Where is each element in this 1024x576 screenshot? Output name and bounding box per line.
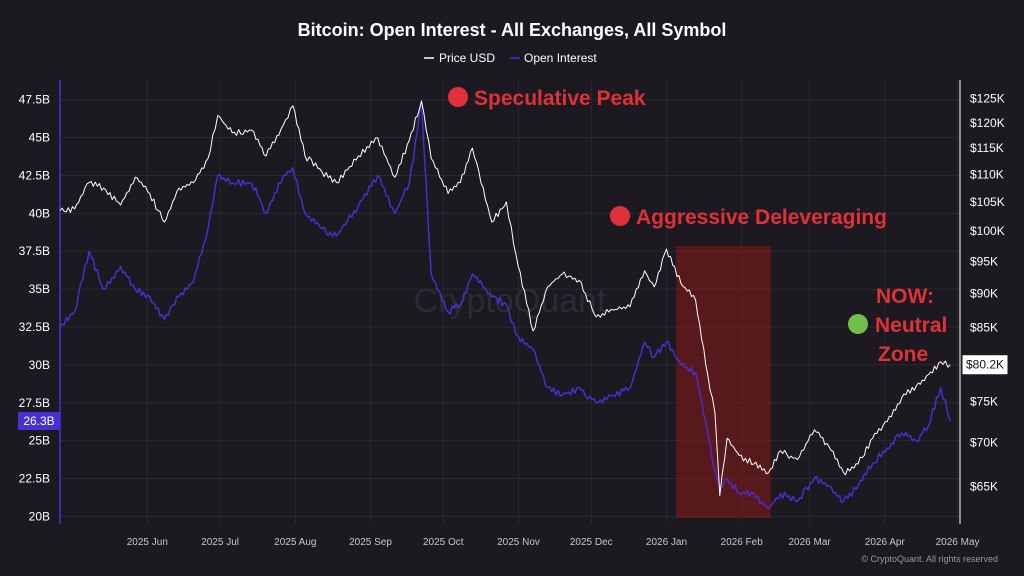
right-tick-label: $120K: [970, 116, 1005, 130]
right-tick-label: $90K: [970, 286, 998, 300]
annotation-text-aggressive-deleveraging: Aggressive Deleveraging: [636, 206, 887, 229]
series-line-price: [59, 100, 951, 496]
legend-label-open-interest: Open Interest: [524, 51, 597, 65]
left-current-value-label: 26.3B: [23, 414, 54, 428]
right-current-value-badge: $80.2K: [961, 354, 1009, 376]
right-tick-label: $75K: [970, 395, 998, 409]
left-current-value-badge: 26.3B: [18, 411, 60, 430]
legend: Price USD Open Interest: [424, 51, 597, 65]
left-tick-label: 47.5B: [19, 93, 50, 107]
x-tick-label: 2025 Dec: [570, 537, 613, 548]
right-tick-label: $100K: [970, 224, 1005, 238]
copyright-text: © CryptoQuant. All rights reserved: [861, 554, 998, 564]
right-current-value-label: $80.2K: [966, 358, 1004, 372]
x-tick-label: 2025 Nov: [497, 537, 540, 548]
left-tick-label: 25B: [29, 434, 50, 448]
x-tick-label: 2026 Mar: [788, 537, 831, 548]
annotation-marker-red-dot: [610, 206, 630, 226]
watermark: CryptoQuant: [414, 282, 607, 320]
left-tick-label: 20B: [29, 509, 50, 523]
x-tick-label: 2026 May: [936, 537, 980, 548]
deleveraging-highlight-region: [676, 246, 771, 518]
left-tick-label: 32.5B: [19, 320, 50, 334]
x-tick-label: 2025 Jul: [201, 537, 239, 548]
right-tick-label: $105K: [970, 195, 1005, 209]
legend-label-price: Price USD: [439, 51, 495, 65]
left-tick-label: 40B: [29, 206, 50, 220]
chart-title: Bitcoin: Open Interest - All Exchanges, …: [298, 20, 727, 40]
left-current-value-bg: [18, 411, 60, 430]
left-tick-label: 27.5B: [19, 396, 50, 410]
right-tick-label: $70K: [970, 435, 998, 449]
legend-item-price[interactable]: Price USD: [424, 51, 495, 65]
right-tick-label: $95K: [970, 254, 998, 268]
annotation-text-now-line2: Neutral: [875, 314, 947, 337]
left-tick-label: 42.5B: [19, 168, 50, 182]
x-tick-label: 2025 Jun: [127, 537, 168, 548]
x-axis-ticks: 2025 Jun 2025 Jul 2025 Aug 2025 Sep 2025 Oct…: [127, 537, 980, 548]
series-line-open-interest: [59, 102, 951, 510]
left-tick-label: 30B: [29, 358, 50, 372]
right-tick-label: $85K: [970, 320, 998, 334]
right-tick-label: $125K: [970, 92, 1005, 106]
x-tick-label: 2026 Feb: [721, 537, 764, 548]
x-tick-label: 2026 Jan: [646, 537, 687, 548]
x-tick-label: 2025 Aug: [274, 537, 316, 548]
right-tick-label: $110K: [970, 167, 1004, 181]
right-tick-label: $65K: [970, 479, 998, 493]
left-tick-label: 45B: [29, 131, 50, 145]
annotation-text-now-line1: NOW:: [876, 285, 934, 308]
annotation-text-now-line3: Zone: [878, 343, 928, 366]
annotation-marker-red-dot: [448, 87, 468, 107]
annotation-speculative-peak: Speculative Peak: [448, 87, 646, 110]
annotation-text-speculative-peak: Speculative Peak: [474, 87, 646, 110]
annotation-aggressive-deleveraging: Aggressive Deleveraging: [610, 206, 887, 229]
x-tick-label: 2025 Sep: [349, 537, 392, 548]
right-tick-label: $115K: [970, 141, 1004, 155]
left-axis-ticks: 20B 22.5B 25B 27.5B 30B 32.5B 35B 37.5B 40B 42.5B…: [19, 93, 50, 524]
left-tick-label: 37.5B: [19, 244, 50, 258]
right-current-value-bg: [961, 354, 1009, 376]
left-tick-label: 22.5B: [19, 472, 50, 486]
left-tick-label: 35B: [29, 282, 50, 296]
annotation-marker-green-dot: [848, 314, 868, 334]
x-tick-label: 2026 Apr: [865, 537, 906, 548]
annotation-now-neutral-zone: NOW: Neutral Zone: [848, 285, 947, 366]
legend-item-open-interest[interactable]: Open Interest: [510, 51, 597, 65]
x-tick-label: 2025 Oct: [423, 537, 464, 548]
